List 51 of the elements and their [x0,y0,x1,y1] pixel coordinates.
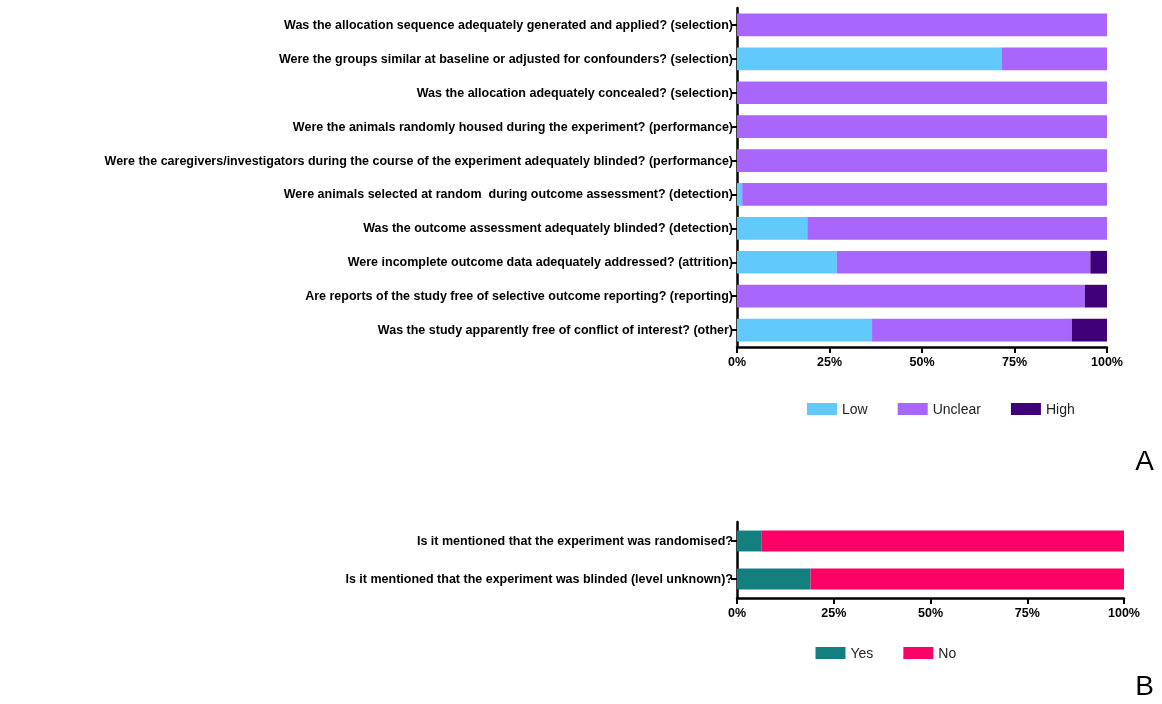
bar [737,216,808,240]
bar [737,115,1107,139]
bar [1071,318,1107,342]
legend-label: Yes [850,645,874,661]
x-tick-label: 25% [816,354,843,369]
bar [737,284,1085,308]
y-tick-label: Is it mentioned that the experiment was blinded (level unknown)? [345,572,733,586]
bar [737,81,1107,105]
legend-label: Low [842,401,869,417]
y-tick-label: Were the caregivers/investigators during the course of the experiment adequately blinded? (performance) [104,153,733,168]
bar [836,250,1091,274]
bar [742,183,1107,206]
bar [1001,47,1107,71]
y-tick-label: Was the outcome assessment adequately blinded? (detection) [363,221,733,236]
y-tick-label: Was the allocation sequence adequately generated and applied? (selection) [284,17,733,32]
bar [737,530,762,552]
y-tick-label: Is it mentioned that the experiment was randomised? [416,534,733,548]
y-tick-label: Was the study apparently free of conflict of interest? (other) [377,323,733,338]
x-tick-label: 75% [1001,354,1028,369]
legend-label: Unclear [932,401,982,417]
text: B [1135,669,1155,701]
bar [807,216,1107,240]
bar [737,149,1107,172]
bar [1084,284,1107,308]
text: A [1135,444,1155,476]
x-tick-label: 0% [727,605,747,620]
bar [737,13,1107,37]
bar [761,530,1124,552]
bar [737,318,873,342]
y-tick-label: Are reports of the study free of selective outcome reporting? (reporting) [305,289,733,304]
bar [737,250,837,274]
y-tick-label: Were animals selected at random during outcome assessment? (detection) [283,187,733,202]
bar [810,568,1124,590]
bar [737,47,1002,71]
x-tick-label: 50% [909,354,935,369]
y-tick-label: Were the animals randomly housed during the experiment? (performance) [292,119,733,134]
bar [737,568,811,590]
bar [1090,250,1107,274]
x-tick-label: 75% [1014,605,1040,620]
legend-label: No [938,645,957,661]
legend-label: High [1045,401,1075,417]
x-tick-label: 0% [727,354,747,369]
x-tick-label: 50% [917,605,944,620]
y-tick-label: Were the groups similar at baseline or adjusted for confounders? (selection) [278,51,733,66]
x-tick-label: 25% [821,605,847,620]
y-tick-label: Was the allocation adequately concealed? (selection) [416,85,733,100]
x-tick-label: 100% [1091,354,1123,369]
bar [737,183,743,206]
bar [872,318,1072,342]
y-tick-label: Were incomplete outcome data adequately addressed? (attrition) [347,255,733,270]
x-tick-label: 100% [1108,605,1140,620]
